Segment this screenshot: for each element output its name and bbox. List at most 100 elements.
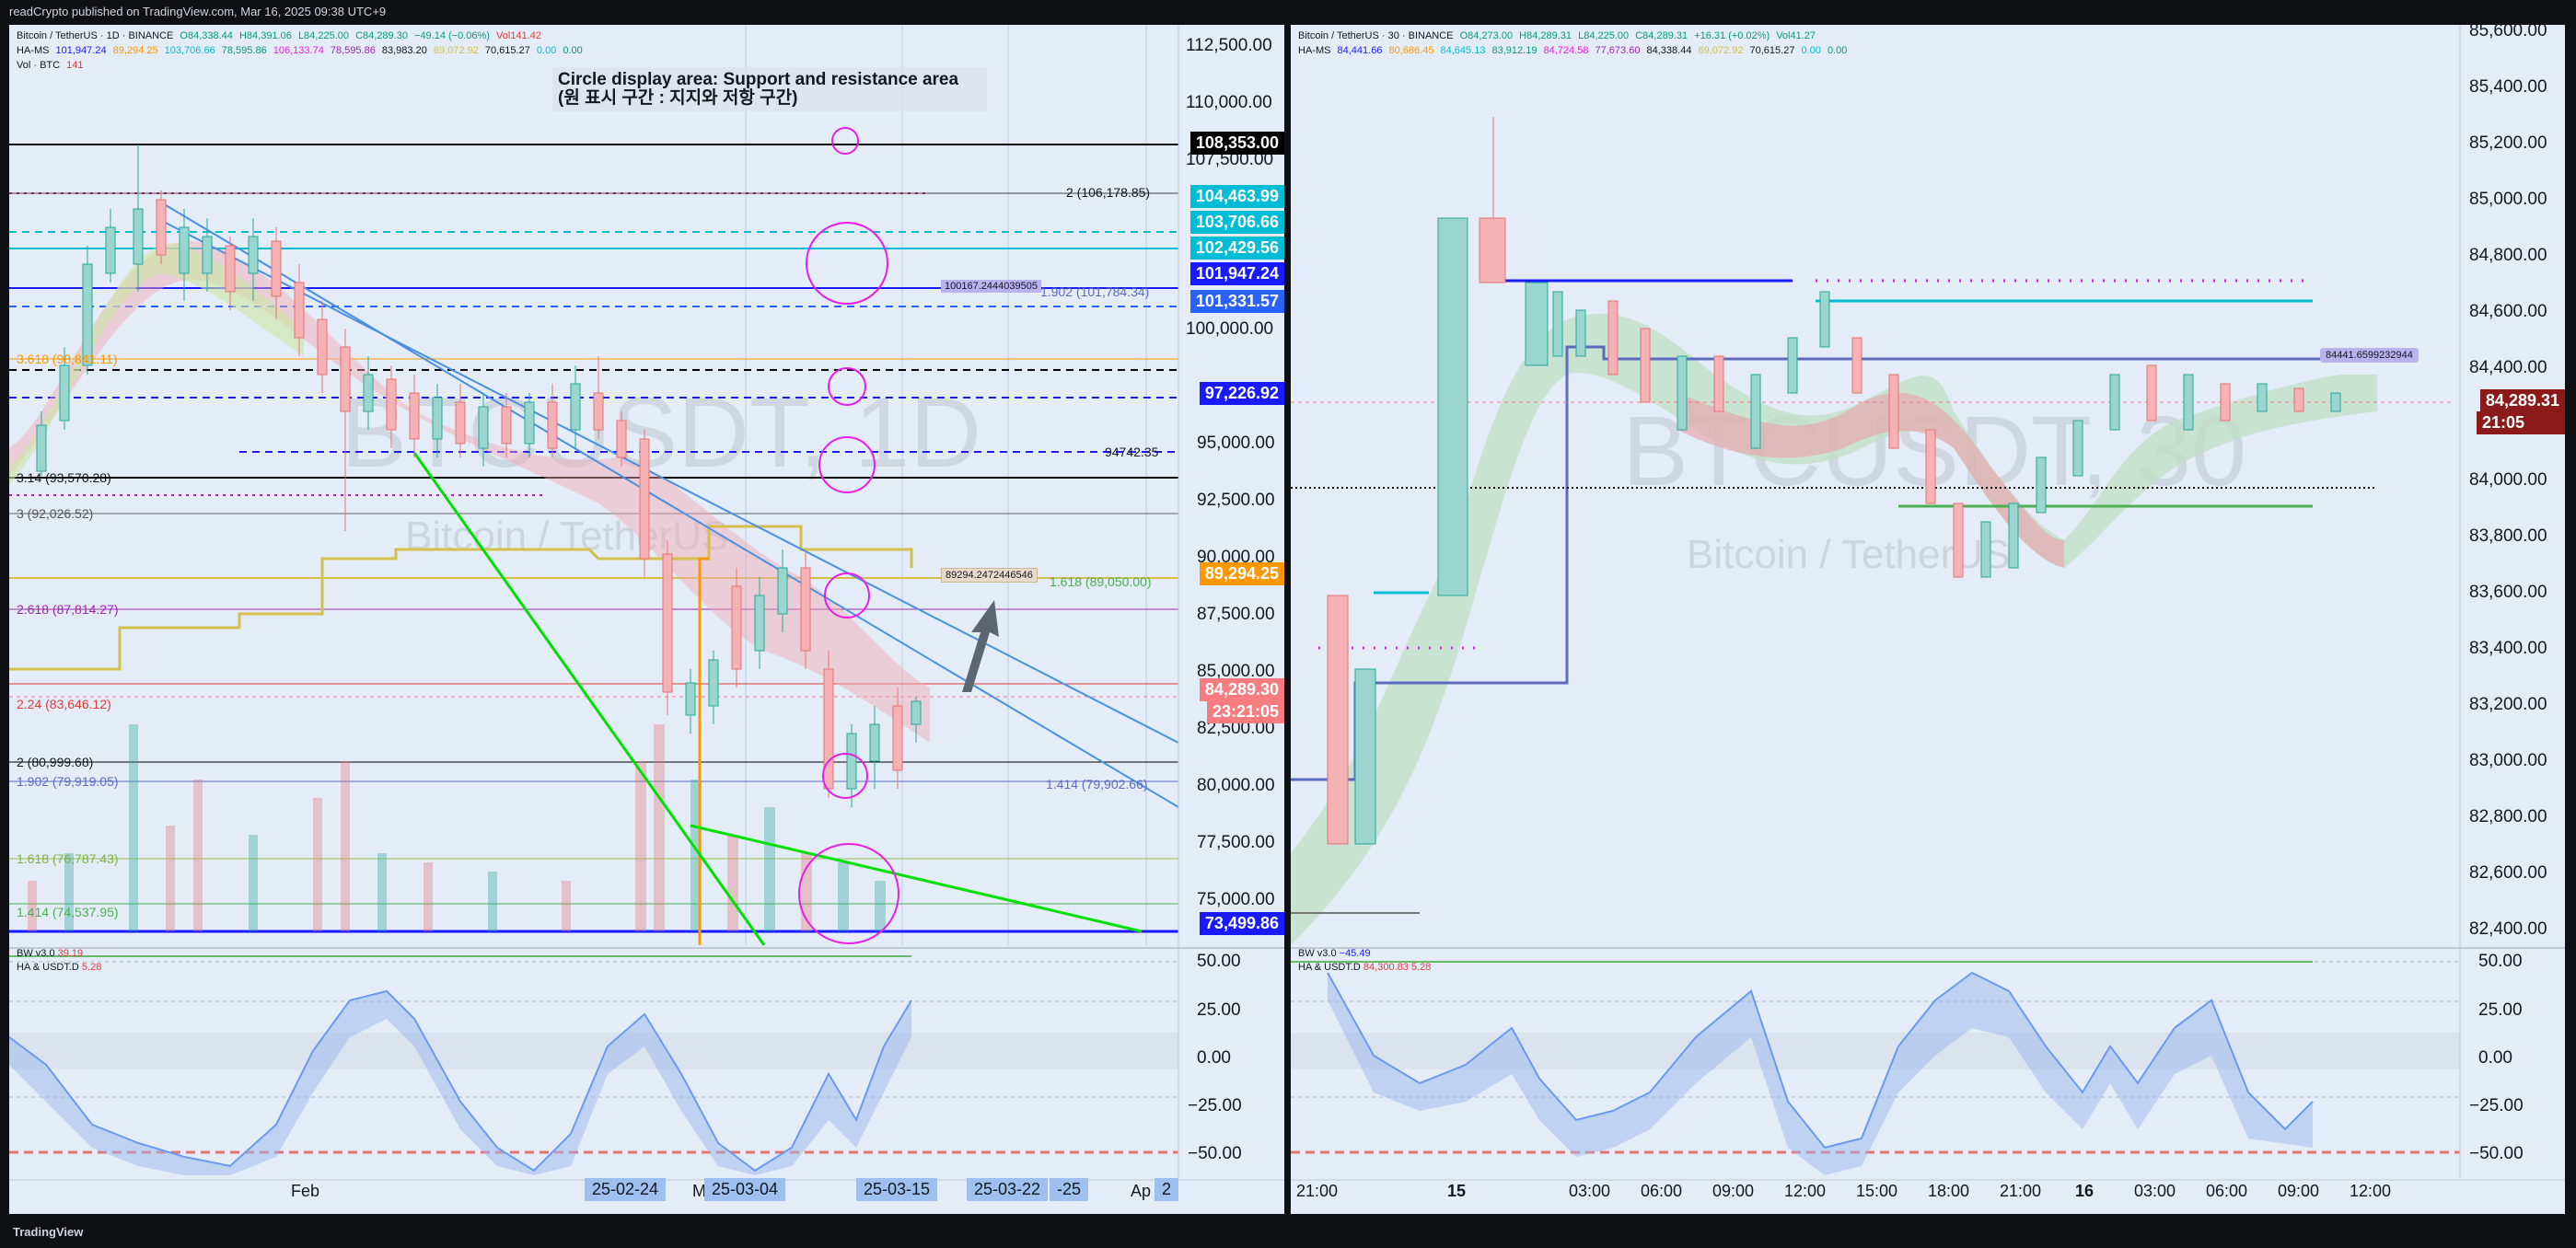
tradingview-logo[interactable]: TradingView xyxy=(13,1225,84,1239)
price-tick: 110,000.00 xyxy=(1186,93,1272,112)
ohlc-change: −49.14 (−0.06%) xyxy=(414,30,490,41)
price-tick: 84,600.00 xyxy=(2469,302,2547,321)
price-tag[interactable]: 102,429.56 xyxy=(1189,237,1284,260)
price-tick: 107,500.00 xyxy=(1186,150,1274,169)
price-tag[interactable]: 97,226.92 xyxy=(1199,382,1284,405)
price-tick: 82,400.00 xyxy=(2469,919,2547,939)
indicator-value: 78,595.86 xyxy=(330,45,376,56)
indicator-value: 0.00 xyxy=(563,45,583,56)
arrow-annotation xyxy=(962,600,999,692)
candles xyxy=(1327,117,2341,845)
right-chart-svg[interactable]: BTCUSDT, 30 Bitcoin / TetherUS xyxy=(1291,25,2565,1214)
candles xyxy=(36,144,922,807)
time-tick: 12:00 xyxy=(1784,1182,1827,1200)
osc-tick: −25.00 xyxy=(2469,1096,2524,1115)
left-chart-panel[interactable]: BTCUSDT, 1D Bitcoin / TetherUS xyxy=(9,25,1284,1214)
indicator-value: 84,441.66 xyxy=(1337,45,1383,56)
fib-label: 1.618 (76,787.43) xyxy=(17,851,119,866)
hline-value-label[interactable]: 89294.2472446546 xyxy=(941,568,1038,583)
price-tick: 83,600.00 xyxy=(2469,583,2547,602)
indicator-value: 0.00 xyxy=(536,45,557,56)
annotation-box[interactable]: Circle display area: Support and resista… xyxy=(552,67,987,111)
ha-indicator-name[interactable]: HA & USDT.D xyxy=(1298,962,1361,973)
ha-indicator-name[interactable]: HA & USDT.D xyxy=(17,962,79,973)
price-tick: 83,000.00 xyxy=(2469,751,2547,770)
price-tick: 87,500.00 xyxy=(1197,605,1275,624)
price-tag[interactable]: 84,289.30 xyxy=(1199,678,1284,701)
indicator-value: 84,338.44 xyxy=(1646,45,1692,56)
indicator-value: 70,615.27 xyxy=(1749,45,1795,56)
trend-line xyxy=(156,217,1179,744)
volume-indicator-name[interactable]: Vol · BTC xyxy=(17,60,61,71)
price-tag[interactable]: 89,294.25 xyxy=(1199,562,1284,585)
fib-label: 1.902 (79,919.05) xyxy=(17,774,119,789)
indicator-value: 101,947.24 xyxy=(55,45,107,56)
volume-indicator-value: 141 xyxy=(66,60,84,71)
ohlc-change: +16.31 (+0.02%) xyxy=(1694,30,1770,41)
ohlc-close: C84,289.30 xyxy=(355,30,408,41)
indicator-value: 103,706.66 xyxy=(164,45,215,56)
indicator-value: 83,912.19 xyxy=(1491,45,1537,56)
fib-label: 2 (80,999.68) xyxy=(17,755,94,769)
time-tick: M xyxy=(692,1182,706,1200)
right-chart-panel[interactable]: BTCUSDT, 30 Bitcoin / TetherUS xyxy=(1291,25,2565,1214)
hline-value-label[interactable]: 84441.6599232944 xyxy=(2320,348,2419,363)
time-tick: 15:00 xyxy=(1856,1182,1898,1200)
symbol-title[interactable]: Bitcoin / TetherUS · 1D · BINANCE xyxy=(17,30,174,41)
ohlc-low: L84,225.00 xyxy=(297,30,349,41)
price-tag[interactable]: 104,463.99 xyxy=(1189,185,1284,208)
support-resistance-circles xyxy=(798,127,899,944)
price-tag[interactable]: 101,947.24 xyxy=(1189,262,1284,285)
time-tick: Ap xyxy=(1131,1182,1152,1200)
indicator-value: 89,072.92 xyxy=(433,45,479,56)
time-tick: 16 xyxy=(2075,1182,2094,1200)
indicator-value: 78,595.86 xyxy=(221,45,267,56)
bw-indicator-name[interactable]: BW v3.0 xyxy=(1298,948,1337,959)
indicator-value: 89,072.92 xyxy=(1698,45,1744,56)
time-tick: 21:00 xyxy=(1296,1182,1339,1200)
time-tick: 03:00 xyxy=(1569,1182,1611,1200)
price-tag[interactable]: 108,353.00 xyxy=(1189,132,1284,155)
price-tag[interactable]: 73,499.86 xyxy=(1199,912,1284,935)
fib-label: 1.902 (101,784.34) xyxy=(1040,284,1150,299)
price-tick: 112,500.00 xyxy=(1186,36,1272,55)
hline-value-label[interactable]: 100167.2444039505 xyxy=(941,280,1041,293)
indicator-name[interactable]: HA-MS xyxy=(1298,45,1331,56)
indicator-name[interactable]: HA-MS xyxy=(17,45,50,56)
fib-label: 2.24 (83,646.12) xyxy=(17,697,111,711)
left-chart-svg[interactable]: BTCUSDT, 1D Bitcoin / TetherUS xyxy=(9,25,1284,1214)
countdown-tag[interactable]: 21:05 xyxy=(2476,411,2565,434)
price-tick: 82,600.00 xyxy=(2469,863,2547,883)
left-legend: Bitcoin / TetherUS · 1D · BINANCE O84,33… xyxy=(17,29,583,73)
ha-indicator-value: 84,300.83 xyxy=(1363,962,1409,973)
countdown-tag[interactable]: 23:21:05 xyxy=(1206,700,1284,723)
symbol-title[interactable]: Bitcoin / TetherUS · 30 · BINANCE xyxy=(1298,30,1454,41)
price-tag[interactable]: 84,289.31 xyxy=(2479,389,2565,412)
volume-bars xyxy=(28,724,886,931)
footer-bar: TradingView xyxy=(0,1217,2576,1248)
price-tag[interactable]: 101,331.57 xyxy=(1189,290,1284,313)
price-tick: 85,000.00 xyxy=(1197,662,1275,681)
indicator-value: 83,983.20 xyxy=(381,45,427,56)
indicator-value: 84,645.13 xyxy=(1440,45,1486,56)
price-tag[interactable]: 103,706.66 xyxy=(1189,211,1284,234)
price-tick: 85,600.00 xyxy=(2469,25,2547,40)
time-tick: 03:00 xyxy=(2134,1182,2176,1200)
fib-label: 3 (92,026.52) xyxy=(17,506,94,521)
bw-indicator-name[interactable]: BW v3.0 xyxy=(17,948,55,959)
ohlc-high: H84,391.06 xyxy=(238,30,292,41)
ha-indicator-value: 5.28 xyxy=(81,962,102,973)
time-tick: 06:00 xyxy=(2206,1182,2248,1200)
right-legend: Bitcoin / TetherUS · 30 · BINANCE O84,27… xyxy=(1298,29,1847,58)
time-tick: 21:00 xyxy=(2000,1182,2042,1200)
volume-value: Vol41.27 xyxy=(1776,30,1816,41)
header-bar: readCrypto published on TradingView.com,… xyxy=(0,0,2576,24)
price-tick: 84,000.00 xyxy=(2469,470,2547,490)
time-tick: 25-02-24 xyxy=(585,1178,667,1201)
time-tick: 15 xyxy=(1447,1182,1467,1200)
time-tick: 25-03-15 xyxy=(856,1178,938,1201)
trend-line xyxy=(412,452,766,946)
fib-label: 3.618 (98,841.11) xyxy=(17,352,118,366)
ohlc-high: H84,289.31 xyxy=(1519,30,1572,41)
price-tick: 83,200.00 xyxy=(2469,695,2547,714)
